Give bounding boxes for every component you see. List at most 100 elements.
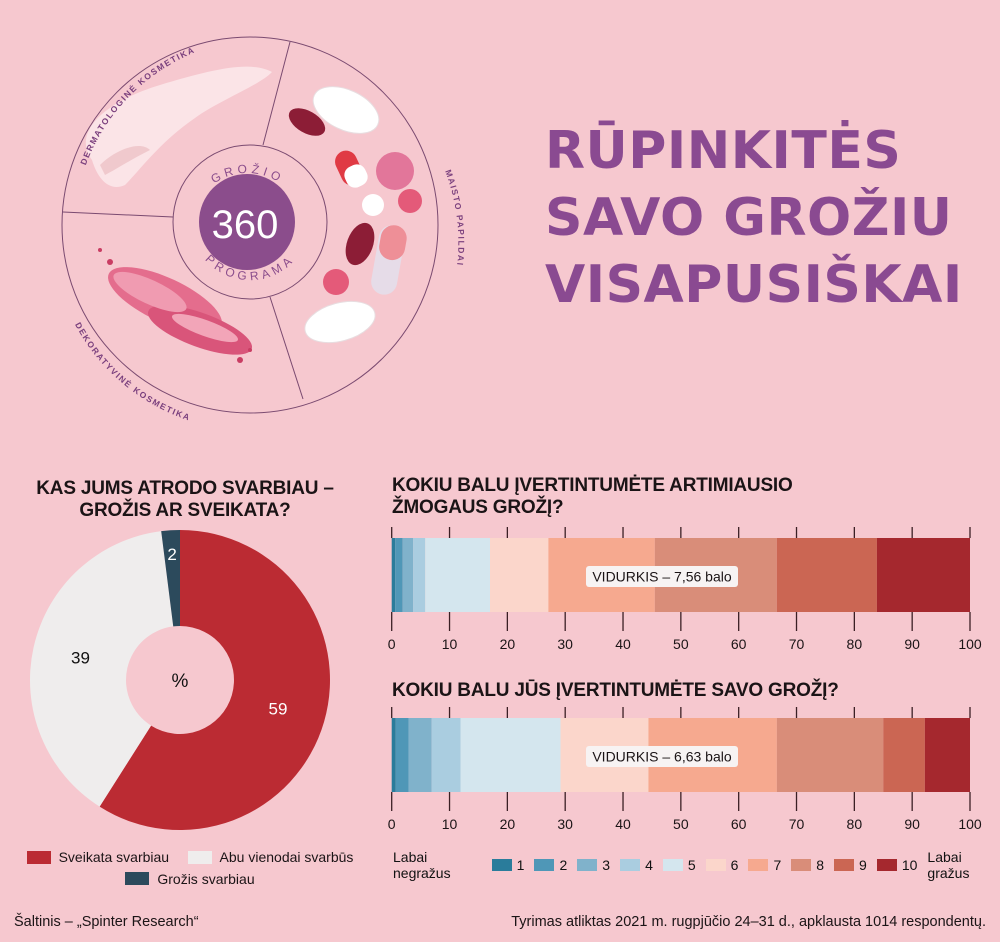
bar-segment-8	[776, 718, 884, 792]
x-tick-label: 0	[388, 816, 396, 832]
pie-legend: Sveikata svarbiau Abu vienodai svarbūs G…	[0, 849, 380, 890]
bar-legend-label: 9	[859, 857, 867, 873]
program-wheel: 360 GROŽIO PROGRAMA DERMATOLOGINĖ KOSMET…	[61, 36, 466, 423]
legend-item: Sveikata svarbiau	[26, 849, 170, 865]
bar-segment-4	[413, 538, 426, 612]
bar-legend-swatch	[791, 859, 812, 871]
average-label: VIDURKIS – 6,63 balo	[592, 749, 732, 765]
x-tick-label: 50	[673, 636, 689, 652]
bar-legend-label: 5	[687, 857, 696, 873]
wheel-inner-ring	[172, 144, 328, 300]
wheel-outer-ring	[61, 36, 439, 414]
pie-chart-title: KAS JUMS ATRODO SVARBIAU – GROŽIS AR SVE…	[36, 478, 334, 521]
bar-legend-swatch	[577, 859, 598, 871]
average-annotation: VIDURKIS – 6,63 balo	[586, 746, 738, 767]
pie-slice-label: 59	[268, 699, 287, 718]
legend-swatch	[187, 850, 212, 864]
average-label: VIDURKIS – 7,56 balo	[592, 569, 732, 585]
blush-powder-image	[98, 248, 253, 363]
bar-legend-swatch	[491, 859, 512, 871]
legend-swatch	[125, 872, 150, 885]
bar-legend-swatch	[748, 859, 769, 871]
bar-chart-1: 0 10 20 30 40 50 60 70 80 90 100 VIDURKIS – 7,56 ba…	[388, 527, 982, 652]
x-tick-label: 90	[904, 816, 920, 832]
bar-segment-9	[883, 718, 925, 792]
x-tick-label: 10	[442, 816, 458, 832]
bar-legend: Labai negražus 1 2 3 4 5 6 7 8 9 10 Labai gražus	[393, 849, 1000, 881]
bar-chart-2-title: KOKIU BALU JŪS ĮVERTINTUMĖTE SAVO GROŽĮ?	[392, 680, 839, 701]
x-tick-label: 20	[500, 636, 516, 652]
bar-segment-1	[391, 718, 396, 792]
bar-segment-4	[431, 718, 461, 792]
bar-segment-10	[876, 538, 970, 612]
x-tick-label: 30	[557, 816, 573, 832]
bar-legend-label: 4	[645, 857, 653, 873]
x-tick-label: 70	[789, 816, 805, 832]
survey-note: Tyrimas atliktas 2021 m. rugpjūčio 24–31…	[511, 914, 986, 930]
legend-item: Grožis svarbiau	[125, 870, 255, 887]
x-tick-label: 30	[557, 636, 573, 652]
page-title-line: VISAPUSIŠKAI	[545, 255, 963, 315]
bar-legend-label: 1	[516, 857, 525, 873]
bar-legend-left-label: Labai negražus	[393, 849, 451, 881]
bar-legend-label: 2	[559, 857, 568, 873]
legend-item: Abu vienodai svarbūs	[187, 849, 354, 865]
bar-segment-3	[408, 718, 432, 792]
wheel-divider	[62, 211, 174, 218]
bar-segment-2	[395, 538, 403, 612]
bar-legend-swatch	[534, 859, 555, 871]
x-tick-label: 40	[615, 816, 631, 832]
bar-segment-2	[395, 718, 409, 792]
x-tick-label: 80	[847, 636, 863, 652]
x-tick-label: 50	[673, 816, 689, 832]
legend-label: Sveikata svarbiau	[58, 849, 170, 865]
bar-legend-swatch	[620, 859, 641, 871]
pie-slice	[29, 531, 174, 807]
bar-segment-3	[402, 538, 414, 612]
x-tick-label: 100	[958, 636, 982, 652]
bar-legend-right-label: Labai gražus	[927, 849, 970, 881]
bar-legend-item: 4	[620, 857, 653, 873]
legend-label: Abu vienodai svarbūs	[219, 849, 354, 865]
bar-legend-item: 5	[662, 857, 696, 873]
page-title-line: RŪPINKITĖS	[545, 121, 902, 181]
bar-legend-swatch	[705, 859, 726, 871]
wheel-divider	[269, 296, 304, 400]
program-badge	[199, 174, 295, 270]
pie-center-label: %	[172, 671, 189, 692]
bar-legend-label: 3	[602, 857, 611, 873]
wheel-divider	[262, 41, 291, 146]
x-tick-label: 40	[615, 636, 631, 652]
bar-legend-label: 10	[901, 857, 918, 873]
x-tick-label: 10	[442, 636, 458, 652]
x-tick-label: 20	[500, 816, 516, 832]
pie-slice-label: 2	[167, 545, 176, 564]
bar-legend-item: 2	[534, 857, 567, 873]
x-tick-label: 60	[731, 816, 747, 832]
pie-chart: 59 39 2%	[29, 530, 331, 830]
x-tick-label: 90	[904, 636, 920, 652]
bar-legend-swatch	[662, 859, 683, 871]
pie-slice	[99, 530, 331, 830]
bar-segment-10	[924, 718, 970, 792]
page-title-line: SAVO GROŽIU	[545, 188, 953, 248]
average-annotation: VIDURKIS – 7,56 balo	[586, 566, 738, 587]
segment-label-supplements: MAISTO PAPILDAI	[443, 168, 466, 267]
supplements-image	[288, 86, 422, 344]
source-note: Šaltinis – „Spinter Research“	[14, 914, 199, 930]
legend-label: Grožis svarbiau	[157, 870, 255, 887]
legend-swatch	[26, 850, 51, 864]
bar-segment-1	[391, 538, 396, 612]
bar-chart-2: 0 10 20 30 40 50 60 70 80 90 100 VIDURKIS – 6,63 ba…	[388, 707, 982, 832]
bar-segment-5	[460, 718, 561, 792]
bar-legend-item: 1	[491, 857, 525, 873]
bar-legend-item: 3	[577, 857, 610, 873]
x-tick-label: 80	[847, 816, 863, 832]
page-title: RŪPINKITĖS SAVO GROŽIU VISAPUSIŠKAI	[545, 118, 963, 319]
bar-legend-swatch	[834, 859, 855, 871]
x-tick-label: 60	[731, 636, 747, 652]
bar-chart-1-title: KOKIU BALU ĮVERTINTUMĖTE ARTIMIAUSIO ŽMO…	[392, 475, 793, 518]
bar-legend-item: 10	[876, 857, 918, 873]
bar-legend-swatch	[876, 859, 897, 871]
x-tick-label: 70	[789, 636, 805, 652]
